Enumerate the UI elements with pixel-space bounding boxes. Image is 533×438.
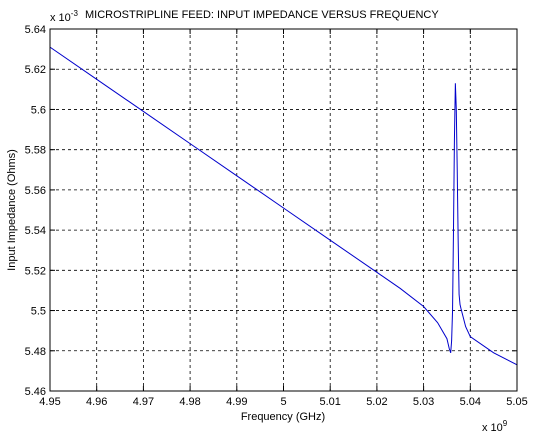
- x-tick-label: 5.02: [366, 396, 387, 408]
- x-exponent-power: 9: [503, 419, 508, 428]
- y-axis-label: Input Impedance (Ohms): [6, 149, 18, 271]
- x-tick-label: 4.95: [39, 396, 60, 408]
- y-exponent-base: x 10: [50, 12, 71, 24]
- y-tick-label: 5.5: [31, 306, 46, 318]
- y-tick-label: 5.56: [25, 185, 46, 197]
- impedance-series-line: [49, 46, 518, 366]
- y-tick-label: 5.54: [25, 225, 46, 237]
- x-tick-label: 5.01: [319, 396, 340, 408]
- y-tick-label: 5.6: [31, 104, 46, 116]
- chart-title: MICROSTRIPLINE FEED: INPUT IMPEDANCE VER…: [85, 9, 439, 21]
- y-tick-label: 5.58: [25, 145, 46, 157]
- y-tick-label: 5.52: [25, 265, 46, 277]
- x-exponent-label: x 109: [482, 419, 508, 434]
- y-tick-label: 5.48: [25, 346, 46, 358]
- plot-frame: [49, 28, 518, 392]
- x-exponent-base: x 10: [482, 422, 503, 434]
- y-tick-label: 5.64: [25, 24, 46, 36]
- x-axis-label: Frequency (GHz): [241, 411, 325, 423]
- x-tick-label: 5: [280, 396, 286, 408]
- x-tick-label: 4.99: [226, 396, 247, 408]
- y-tick-label: 5.46: [25, 386, 46, 398]
- x-tick-label: 5.04: [460, 396, 481, 408]
- x-tick-label: 5.03: [413, 396, 434, 408]
- x-tick-label: 4.97: [133, 396, 154, 408]
- grid-lines: [50, 29, 517, 391]
- y-tick-labels: 5.46 5.48 5.5 5.52 5.54 5.56 5.58 5.6 5.62 5.64: [25, 24, 46, 398]
- x-tick-label: 4.98: [179, 396, 200, 408]
- y-exponent-power: -3: [71, 9, 79, 18]
- y-tick-label: 5.62: [25, 64, 46, 76]
- x-tick-label: 4.96: [86, 396, 107, 408]
- x-tick-label: 5.05: [506, 396, 527, 408]
- x-tick-labels: 4.95 4.96 4.97 4.98 4.99 5 5.01 5.02 5.03 5.04 5.0…: [39, 396, 527, 408]
- y-exponent-label: x 10-3: [50, 9, 78, 24]
